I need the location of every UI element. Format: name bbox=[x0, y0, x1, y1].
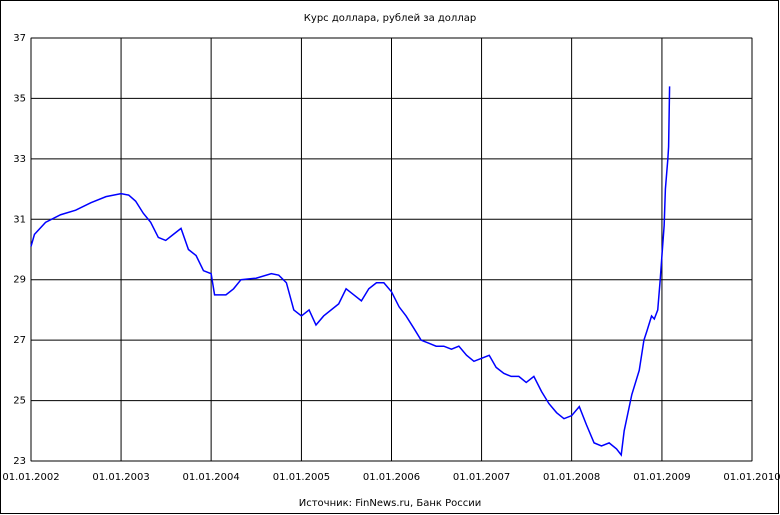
x-tick-label: 01.01.2010 bbox=[723, 472, 780, 483]
y-tick-label: 27 bbox=[13, 335, 26, 346]
y-tick-label: 37 bbox=[13, 33, 26, 44]
y-tick-label: 23 bbox=[13, 456, 26, 467]
x-tick-label: 01.01.2009 bbox=[633, 472, 690, 483]
x-tick-label: 01.01.2005 bbox=[273, 472, 330, 483]
chart-title: Курс доллара, рублей за доллар bbox=[304, 13, 476, 24]
x-tick-label: 01.01.2003 bbox=[92, 472, 149, 483]
x-tick-label: 01.01.2007 bbox=[453, 472, 510, 483]
y-tick-label: 33 bbox=[13, 154, 26, 165]
x-tick-label: 01.01.2008 bbox=[543, 472, 600, 483]
x-tick-label: 01.01.2004 bbox=[182, 472, 239, 483]
y-tick-label: 29 bbox=[13, 275, 26, 286]
y-tick-label: 35 bbox=[13, 93, 26, 104]
y-tick-label: 31 bbox=[13, 214, 26, 225]
x-tick-label: 01.01.2006 bbox=[363, 472, 420, 483]
y-tick-label: 25 bbox=[13, 396, 26, 407]
source-note: Источник: FinNews.ru, Банк России bbox=[299, 498, 482, 509]
x-tick-label: 01.01.2002 bbox=[2, 472, 59, 483]
series-line bbox=[30, 86, 671, 457]
